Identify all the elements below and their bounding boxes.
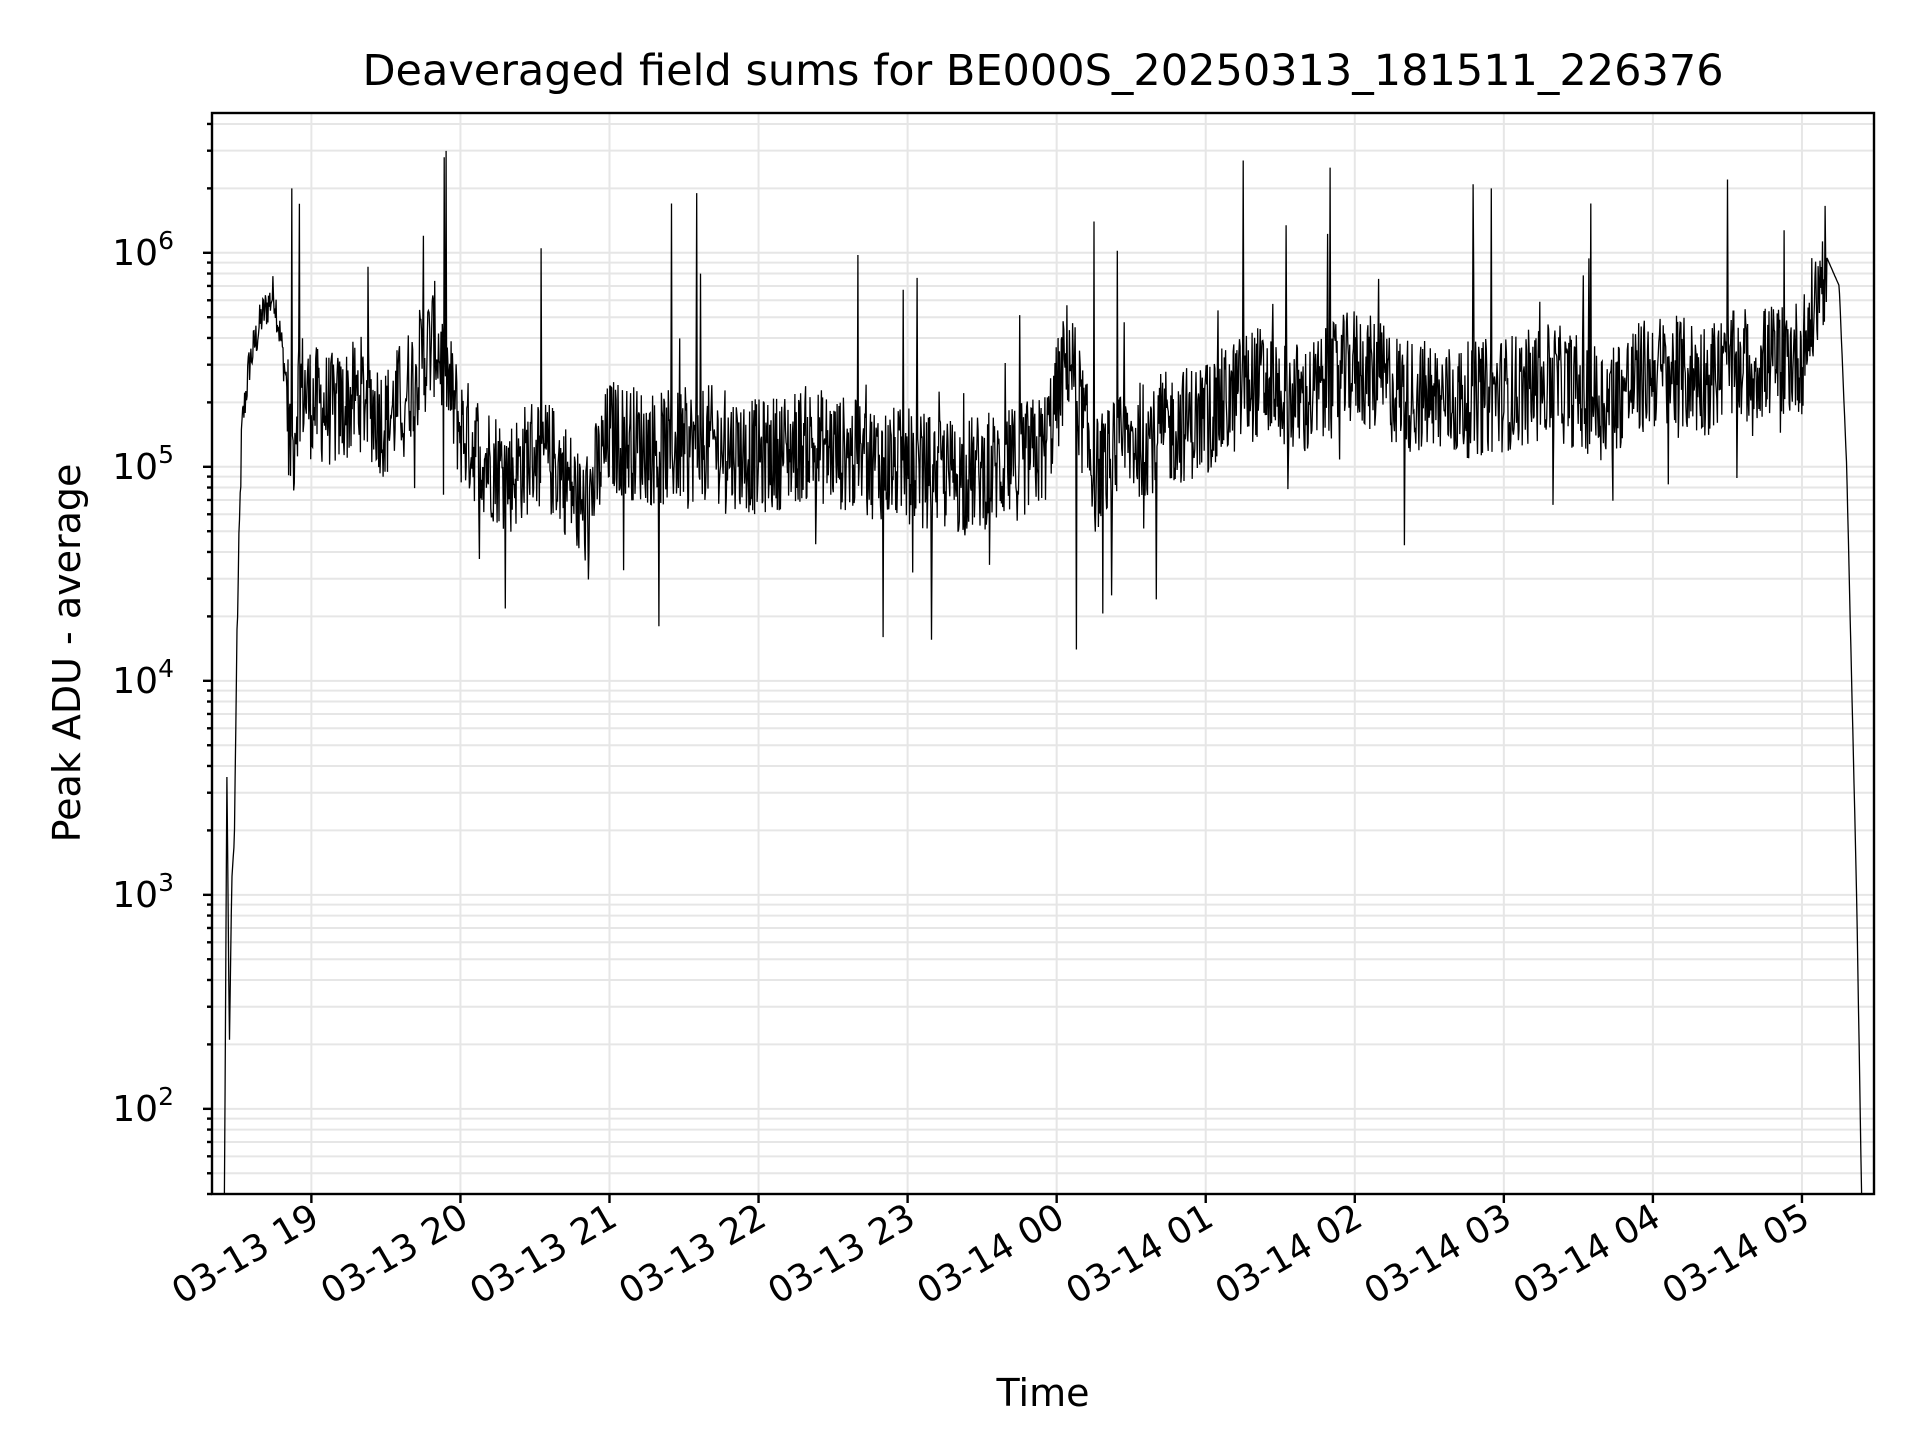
x-tick-label: 03-14 02 — [1209, 1196, 1370, 1312]
y-tick-label: 103 — [112, 868, 174, 916]
series-line — [223, 150, 1863, 1195]
x-tick-label: 03-14 01 — [1060, 1196, 1221, 1312]
y-axis-ticks: 102 103 104 105 106 — [112, 122, 212, 1196]
y-tick-label: 106 — [112, 226, 174, 274]
major-gridlines — [212, 113, 1874, 1194]
x-tick-label: 03-14 00 — [910, 1196, 1071, 1312]
y-axis-label: Peak ADU - average — [45, 464, 89, 843]
x-tick-label: 03-14 03 — [1358, 1196, 1519, 1312]
x-tick-label: 03-13 20 — [314, 1196, 475, 1312]
y-tick-label: 105 — [112, 440, 174, 488]
plot-frame — [210, 111, 1876, 1196]
chart-title: Deaveraged field sums for BE000S_2025031… — [362, 46, 1723, 96]
x-tick-label: 03-14 05 — [1656, 1196, 1817, 1312]
y-tick-label: 102 — [112, 1082, 174, 1130]
x-axis-label: Time — [996, 1371, 1090, 1415]
x-tick-label: 03-14 04 — [1507, 1196, 1668, 1312]
x-tick-label: 03-13 22 — [612, 1196, 773, 1312]
minor-gridlines — [212, 122, 1874, 1195]
y-tick-label: 104 — [112, 654, 174, 702]
x-tick-label: 03-13 23 — [761, 1196, 922, 1312]
x-tick-label: 03-13 19 — [165, 1196, 326, 1312]
x-tick-label: 03-13 21 — [463, 1196, 624, 1312]
